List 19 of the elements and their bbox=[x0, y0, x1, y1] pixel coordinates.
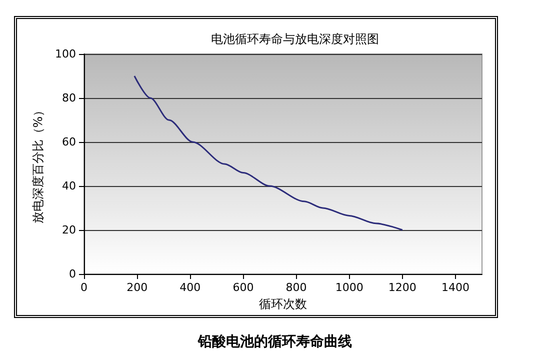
y-tick-label: 80 bbox=[62, 92, 76, 104]
x-tick-label: 600 bbox=[232, 281, 254, 294]
y-tick-label: 20 bbox=[62, 224, 76, 236]
chart-title: 电池循环寿命与放电深度对照图 bbox=[211, 32, 379, 46]
y-tick-label: 0 bbox=[69, 268, 76, 280]
text: 铅酸电池的循环寿命曲线 bbox=[196, 333, 353, 351]
x-tick-label: 200 bbox=[126, 281, 148, 294]
y-tick-label: 60 bbox=[62, 136, 76, 148]
x-tick-label: 800 bbox=[286, 281, 307, 294]
y-axis-title: 放电深度百分比（%） bbox=[31, 104, 46, 224]
line-series bbox=[134, 75, 404, 231]
x-tick-label: 1200 bbox=[388, 281, 416, 294]
x-tick-label: 1400 bbox=[441, 281, 470, 294]
x-tick-label: 1000 bbox=[335, 281, 364, 294]
x-tick-label: 0 bbox=[80, 281, 88, 294]
x-tick-label: 400 bbox=[180, 281, 201, 294]
y-tick-label: 40 bbox=[62, 180, 76, 192]
x-axis-title: 循环次数 bbox=[259, 297, 307, 311]
y-tick-label: 100 bbox=[55, 48, 76, 60]
